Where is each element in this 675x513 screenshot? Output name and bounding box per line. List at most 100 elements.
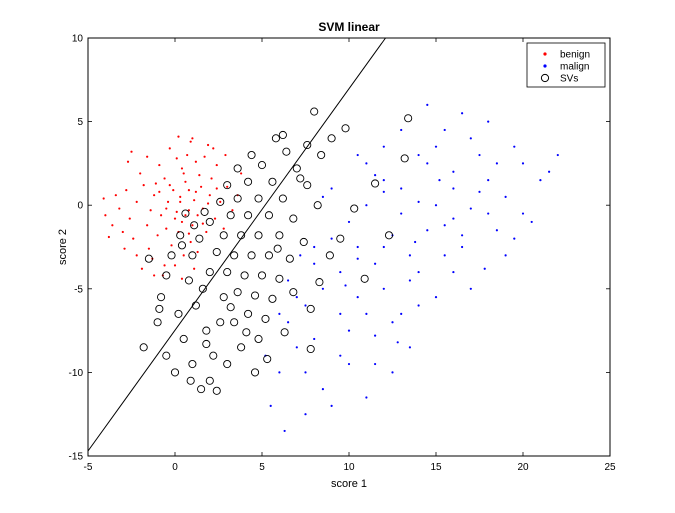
data-point bbox=[186, 153, 189, 157]
data-point bbox=[521, 162, 525, 165]
sv-marker bbox=[250, 368, 260, 377]
data-point bbox=[382, 287, 385, 290]
legend-marker bbox=[540, 73, 550, 83]
sv-marker bbox=[226, 303, 235, 312]
data-point bbox=[417, 270, 420, 274]
x-tick-label: 10 bbox=[343, 462, 355, 473]
data-point bbox=[158, 190, 161, 193]
sv-marker bbox=[261, 314, 270, 323]
data-point bbox=[222, 227, 225, 230]
data-point bbox=[146, 155, 149, 158]
data-point bbox=[382, 145, 385, 148]
y-tick-label: 0 bbox=[77, 201, 83, 212]
x-tick-label: 25 bbox=[604, 462, 616, 473]
sv-marker bbox=[244, 177, 253, 186]
data-point bbox=[434, 145, 438, 148]
data-point bbox=[200, 185, 203, 188]
sv-marker bbox=[254, 194, 263, 203]
data-point bbox=[443, 254, 446, 257]
sv-marker bbox=[205, 268, 214, 277]
data-point bbox=[408, 346, 411, 349]
sv-marker bbox=[303, 181, 312, 190]
x-tick-label: 5 bbox=[259, 462, 265, 473]
data-point bbox=[321, 388, 324, 391]
data-point bbox=[321, 195, 324, 198]
sv-marker bbox=[205, 376, 214, 385]
data-point bbox=[111, 224, 114, 227]
data-point bbox=[408, 254, 411, 257]
sv-marker bbox=[264, 211, 274, 220]
data-point bbox=[339, 354, 342, 357]
x-axis: -5 0 5 10 15 20 25 bbox=[84, 38, 616, 473]
data-point bbox=[191, 137, 194, 140]
data-point bbox=[158, 163, 161, 167]
data-point bbox=[213, 217, 217, 220]
sv-marker bbox=[244, 211, 253, 220]
sv-marker bbox=[244, 309, 253, 318]
legend-entry: malign bbox=[543, 62, 589, 73]
y-tick-label: -10 bbox=[69, 368, 84, 379]
sv-marker bbox=[371, 179, 380, 188]
data-point bbox=[135, 200, 138, 203]
data-point bbox=[452, 217, 455, 220]
data-point bbox=[304, 371, 307, 374]
data-point bbox=[128, 217, 131, 220]
sv-marker bbox=[186, 376, 195, 385]
data-point bbox=[180, 167, 184, 170]
sv-marker bbox=[268, 177, 277, 186]
data-point bbox=[149, 209, 152, 212]
x-axis-label: score 1 bbox=[331, 478, 367, 490]
sv-marker bbox=[233, 288, 242, 297]
data-point bbox=[495, 162, 498, 165]
data-point bbox=[269, 404, 272, 407]
sv-marker bbox=[212, 247, 221, 257]
data-point bbox=[504, 195, 507, 198]
data-point bbox=[344, 284, 347, 287]
data-point bbox=[194, 160, 197, 163]
data-point bbox=[180, 277, 184, 280]
data-point bbox=[278, 312, 281, 315]
data-point bbox=[530, 220, 533, 224]
sv-marker bbox=[212, 386, 221, 395]
legend-entry: benign bbox=[543, 50, 590, 61]
data-point bbox=[215, 163, 218, 167]
sv-marker bbox=[181, 209, 190, 218]
data-point bbox=[130, 150, 133, 153]
sv-marker bbox=[278, 194, 287, 203]
data-point bbox=[391, 371, 394, 374]
sv-marker bbox=[310, 107, 319, 116]
sv-marker bbox=[282, 147, 291, 156]
data-point bbox=[206, 143, 210, 147]
series-benign bbox=[102, 135, 243, 280]
data-point bbox=[313, 337, 316, 341]
data-point bbox=[172, 189, 175, 192]
data-point bbox=[175, 210, 178, 213]
sv-marker bbox=[254, 334, 263, 344]
sv-marker bbox=[157, 293, 166, 302]
data-point bbox=[513, 145, 516, 148]
data-point bbox=[417, 200, 420, 203]
y-tick-label: 10 bbox=[72, 34, 84, 45]
data-point bbox=[330, 404, 333, 407]
data-point bbox=[347, 220, 351, 224]
data-point bbox=[184, 214, 187, 217]
data-point bbox=[452, 270, 455, 274]
data-point bbox=[469, 137, 472, 140]
sv-marker bbox=[275, 231, 284, 240]
data-point bbox=[299, 254, 302, 257]
data-point bbox=[452, 187, 455, 190]
data-point bbox=[330, 237, 333, 240]
data-point bbox=[140, 267, 144, 270]
data-point bbox=[487, 120, 490, 123]
sv-marker bbox=[285, 254, 294, 263]
data-point bbox=[146, 224, 149, 227]
data-point bbox=[219, 200, 222, 203]
sv-marker bbox=[278, 130, 287, 140]
sv-marker bbox=[170, 368, 180, 377]
sv-marker bbox=[303, 140, 312, 150]
y-axis-label: score 2 bbox=[57, 229, 69, 265]
data-point bbox=[173, 217, 177, 220]
data-point bbox=[203, 155, 206, 158]
data-point bbox=[187, 189, 191, 192]
sv-marker bbox=[230, 251, 239, 260]
